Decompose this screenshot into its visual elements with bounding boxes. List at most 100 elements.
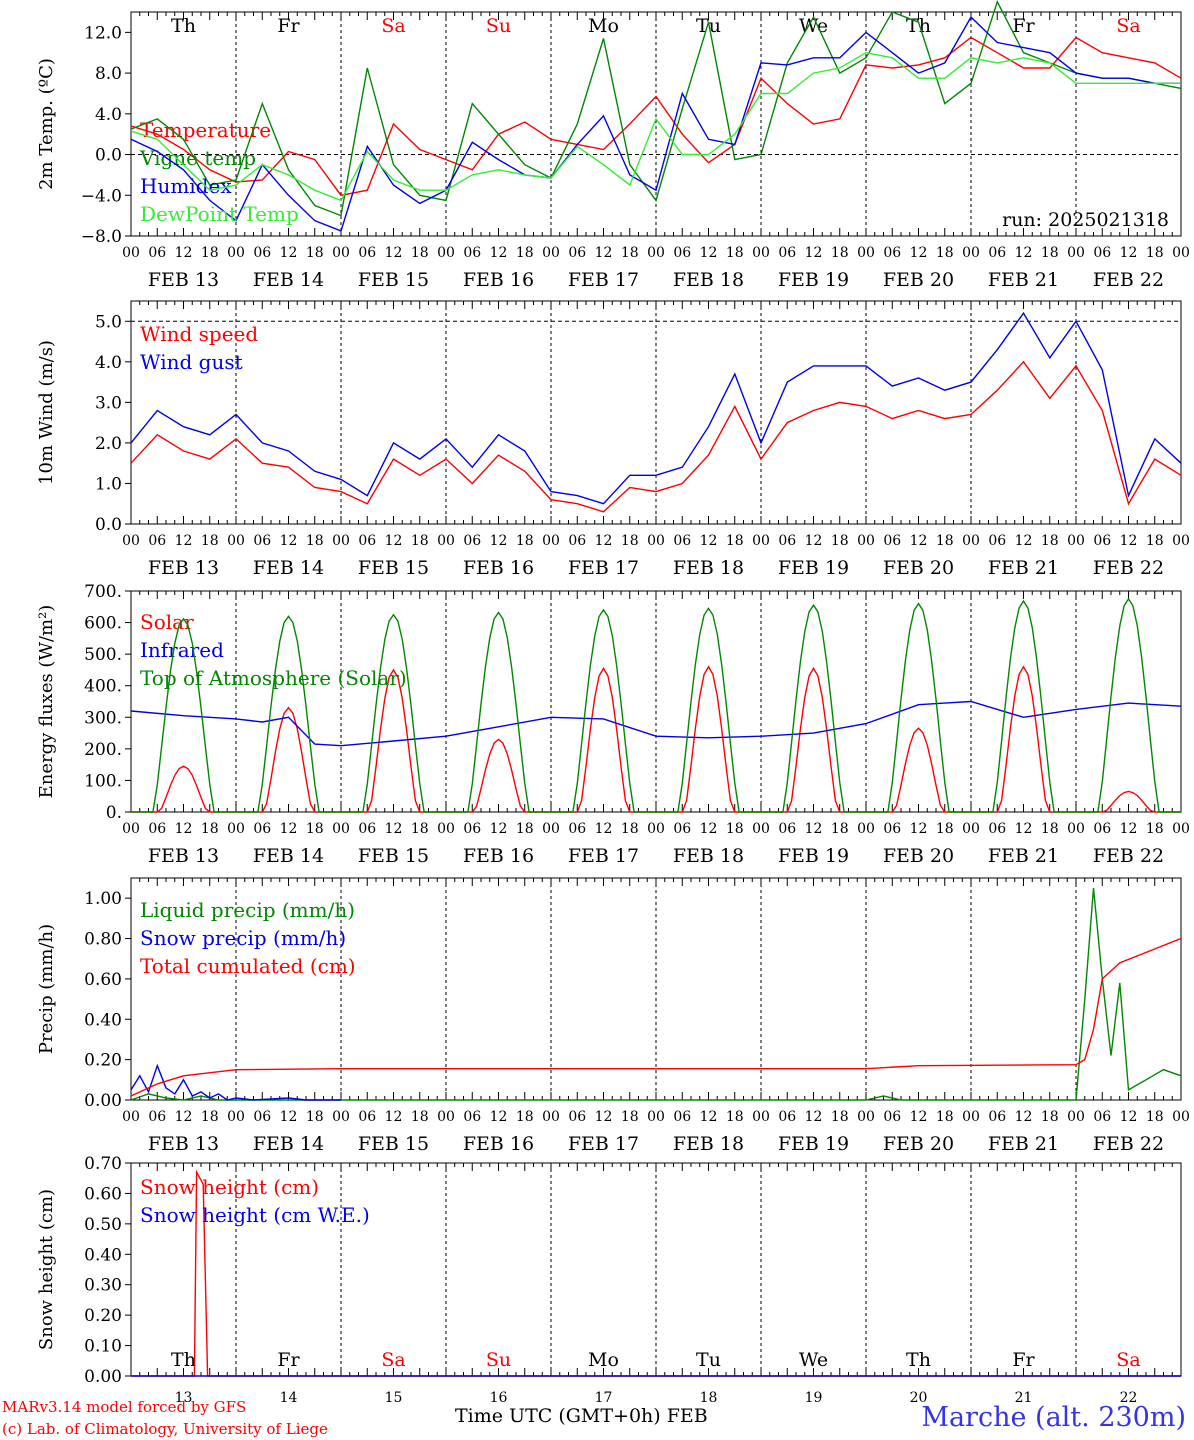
day-of-week-label: Fr [277, 1349, 300, 1371]
x-hour-label: 00 [857, 533, 875, 549]
x-hour-label: 00 [542, 1109, 560, 1125]
x-date-label: FEB 13 [148, 1133, 219, 1155]
x-hour-label: 12 [910, 821, 928, 837]
x-hour-label: 12 [490, 1109, 508, 1125]
x-hour-label: 12 [280, 1109, 298, 1125]
x-date-label: FEB 21 [988, 269, 1059, 291]
day-of-week-label: Sa [1116, 15, 1140, 37]
x-hour-label: 06 [673, 533, 691, 549]
x-hour-label: 00 [752, 533, 770, 549]
series-wind-0 [130, 360, 1182, 513]
x-hour-label: 12 [490, 245, 508, 261]
x-hour-label: 12 [385, 245, 403, 261]
series-precip-1 [130, 1063, 341, 1101]
y-tick-label: 0.10 [84, 1337, 122, 1357]
x-hour-label: 18 [1146, 1109, 1164, 1125]
x-date-label: FEB 16 [463, 557, 534, 579]
y-axis-title: Snow height (cm) [36, 1189, 57, 1350]
x-hour-label: 00 [1172, 533, 1190, 549]
x-hour-label: 18 [411, 245, 429, 261]
series-precip-0 [130, 888, 1182, 1101]
x-hour-label: 06 [673, 1109, 691, 1125]
x-hour-label: 18 [306, 821, 324, 837]
y-tick-label: 0.40 [84, 1010, 122, 1030]
x-hour-label: 12 [805, 245, 823, 261]
y-tick-label: 4.0 [95, 105, 122, 125]
x-hour-label: 00 [857, 1109, 875, 1125]
x-date-label: FEB 21 [988, 557, 1059, 579]
x-hour-label: 18 [936, 1109, 954, 1125]
legend-entry: Snow precip (mm/h) [140, 926, 346, 950]
x-date-label: FEB 15 [358, 1133, 429, 1155]
series-temp-1 [130, 0, 1182, 217]
day-of-week-label: Fr [277, 15, 300, 37]
x-hour-label: 06 [673, 245, 691, 261]
x-hour-label: 00 [122, 533, 140, 549]
y-tick-label: 200. [84, 740, 122, 760]
y-tick-label: 0.0 [95, 146, 122, 166]
legend-entry: Vigne temp [139, 146, 256, 170]
x-hour-label: 12 [1120, 245, 1138, 261]
x-hour-label: 06 [253, 1109, 271, 1125]
x-date-label: FEB 20 [883, 557, 954, 579]
y-tick-label: 0.60 [84, 1184, 122, 1204]
x-hour-label: 18 [726, 1109, 744, 1125]
series-temp-3 [130, 51, 1181, 202]
x-hour-label: 00 [1067, 533, 1085, 549]
x-hour-label: 12 [490, 533, 508, 549]
x-hour-label: 06 [148, 533, 166, 549]
x-hour-label: 12 [280, 533, 298, 549]
x-hour-label: 00 [1067, 245, 1085, 261]
x-hour-label: 18 [726, 821, 744, 837]
y-tick-label: 400. [84, 677, 122, 697]
x-hour-label: 12 [490, 821, 508, 837]
y-tick-label: 0.30 [84, 1276, 122, 1296]
x-date-label: FEB 16 [463, 1133, 534, 1155]
x-day-number: 13 [175, 1390, 193, 1406]
x-hour-label: 06 [463, 821, 481, 837]
y-tick-label: −8.0 [81, 227, 122, 247]
x-day-number: 17 [595, 1390, 613, 1406]
x-hour-label: 18 [1041, 1109, 1059, 1125]
x-date-label: FEB 17 [568, 845, 639, 867]
x-date-label: FEB 20 [883, 269, 954, 291]
day-of-week-label: Sa [381, 15, 405, 37]
x-hour-label: 18 [831, 533, 849, 549]
legend-entry: Top of Atmosphere (Solar) [140, 666, 407, 690]
x-hour-label: 18 [936, 245, 954, 261]
x-hour-label: 18 [516, 821, 534, 837]
x-hour-label: 06 [778, 1109, 796, 1125]
x-hour-label: 06 [988, 821, 1006, 837]
x-hour-label: 12 [910, 1109, 928, 1125]
x-hour-label: 18 [1146, 245, 1164, 261]
x-hour-label: 00 [542, 533, 560, 549]
x-hour-label: 00 [437, 1109, 455, 1125]
x-date-label: FEB 19 [778, 269, 849, 291]
y-tick-label: 100. [84, 771, 122, 791]
x-date-label: FEB 18 [673, 557, 744, 579]
y-tick-label: 3.0 [95, 393, 122, 413]
x-date-label: FEB 19 [778, 845, 849, 867]
y-axis-title: Energy fluxes (W/m²) [36, 605, 57, 799]
x-hour-label: 00 [647, 821, 665, 837]
legend-entry: Infrared [140, 638, 224, 662]
x-hour-label: 18 [201, 245, 219, 261]
x-hour-label: 06 [988, 533, 1006, 549]
x-date-label: FEB 19 [778, 1133, 849, 1155]
series-energy-2 [131, 597, 1181, 813]
x-hour-label: 18 [201, 533, 219, 549]
x-date-label: FEB 20 [883, 1133, 954, 1155]
x-hour-label: 06 [883, 533, 901, 549]
x-date-label: FEB 18 [673, 1133, 744, 1155]
x-hour-label: 12 [280, 245, 298, 261]
x-hour-label: 12 [700, 1109, 718, 1125]
y-tick-label: 0.00 [84, 1091, 122, 1111]
x-hour-label: 06 [883, 1109, 901, 1125]
legend-entry: Wind gust [140, 350, 243, 374]
x-hour-label: 18 [936, 533, 954, 549]
x-hour-label: 06 [778, 821, 796, 837]
x-hour-label: 00 [437, 533, 455, 549]
x-hour-label: 00 [647, 533, 665, 549]
x-hour-label: 18 [516, 533, 534, 549]
x-hour-label: 12 [595, 245, 613, 261]
